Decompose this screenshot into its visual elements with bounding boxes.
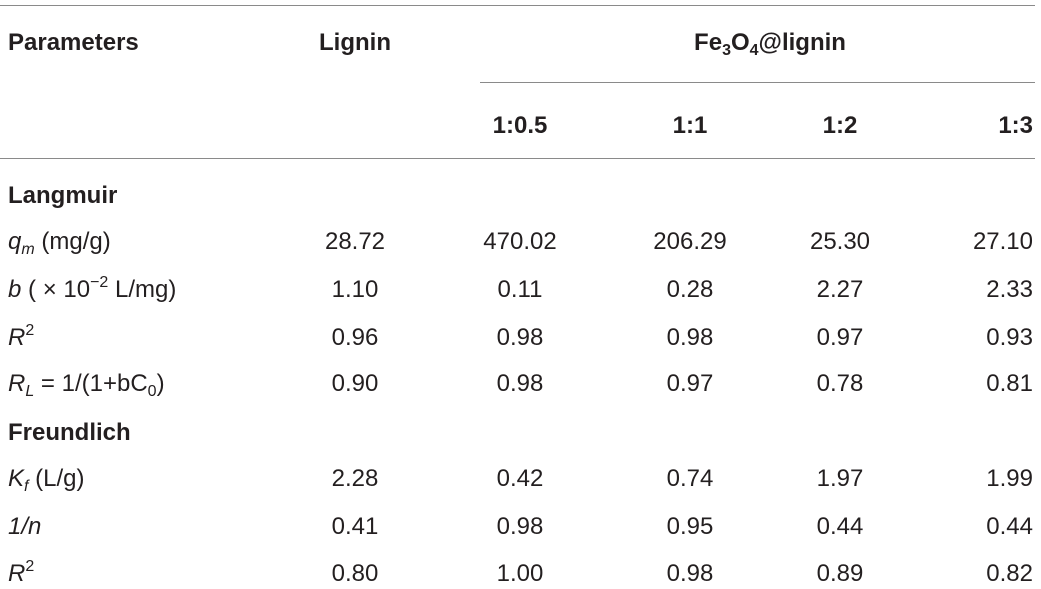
table-cell: 0.78 bbox=[816, 370, 864, 397]
table-cell: 0.44 bbox=[986, 513, 1033, 540]
superscript: 2 bbox=[25, 322, 35, 339]
table-row: R2 0.96 0.98 0.98 0.97 0.93 bbox=[0, 314, 1041, 361]
text: O bbox=[730, 29, 750, 56]
table-cell: 0.11 bbox=[497, 276, 543, 303]
table-cell: 0.90 bbox=[331, 370, 379, 397]
table-cell: 0.81 bbox=[986, 370, 1033, 397]
superscript: 2 bbox=[25, 558, 35, 575]
row-label: Kf (L/g) bbox=[8, 455, 84, 502]
subscript: 4 bbox=[749, 42, 759, 59]
row-label: R2 bbox=[8, 550, 34, 589]
table-cell: 0.97 bbox=[666, 370, 714, 397]
table-row: RL = 1/(1+bC0) 0.90 0.98 0.97 0.78 0.81 bbox=[0, 360, 1041, 407]
table-cell: 2.27 bbox=[816, 276, 864, 303]
text: @lignin bbox=[758, 29, 846, 56]
text: R bbox=[8, 370, 26, 397]
section-row: Langmuir bbox=[0, 172, 1041, 219]
subscript: 0 bbox=[147, 383, 157, 400]
section-row: Freundlich bbox=[0, 409, 1041, 456]
table-cell: 0.98 bbox=[496, 324, 544, 351]
top-rule bbox=[0, 5, 1035, 6]
table-cell: 25.30 bbox=[809, 228, 871, 255]
table-cell: 206.29 bbox=[653, 228, 727, 255]
table-cell: 0.89 bbox=[816, 560, 864, 587]
table-cell: 0.98 bbox=[496, 513, 544, 540]
text: (mg/g) bbox=[34, 228, 111, 255]
table-cell: 0.82 bbox=[986, 560, 1033, 587]
table-cell: 1.10 bbox=[331, 276, 379, 303]
text: q bbox=[8, 228, 22, 255]
table-cell: 1:2 bbox=[822, 112, 858, 139]
table-cell: 0.42 bbox=[496, 465, 544, 492]
header-row: Parameters Lignin Fe3O4@lignin bbox=[0, 19, 1041, 66]
section-title: Freundlich bbox=[8, 419, 131, 446]
text: L/mg) bbox=[108, 276, 177, 303]
table-row: 1/n 0.41 0.98 0.95 0.44 0.44 bbox=[0, 503, 1041, 550]
row-label: b ( × 10−2 L/mg) bbox=[8, 266, 176, 313]
row-label: R2 bbox=[8, 314, 34, 361]
table-row: b ( × 10−2 L/mg) 1.10 0.11 0.28 2.27 2.33 bbox=[0, 266, 1041, 313]
section-title: Langmuir bbox=[8, 182, 118, 209]
table-cell: 0.44 bbox=[816, 513, 864, 540]
table-cell: 0.41 bbox=[331, 513, 379, 540]
table-cell: 0.96 bbox=[331, 324, 379, 351]
table-cell: 27.10 bbox=[972, 228, 1033, 255]
text: = 1/(1+bC bbox=[34, 370, 148, 397]
row-label: 1/n bbox=[8, 503, 41, 550]
table-cell: 2.28 bbox=[331, 465, 379, 492]
header-cell: Lignin bbox=[319, 29, 391, 56]
table-row: R2 0.80 1.00 0.98 0.89 0.82 bbox=[0, 550, 1041, 589]
row-label: qm (mg/g) bbox=[8, 218, 111, 265]
table-row: qm (mg/g) 28.72 470.02 206.29 25.30 27.10 bbox=[0, 218, 1041, 265]
table-cell: 0.95 bbox=[666, 513, 714, 540]
text: R bbox=[8, 324, 26, 351]
text: f bbox=[24, 478, 29, 495]
table-cell: 28.72 bbox=[324, 228, 386, 255]
subscript: f bbox=[24, 478, 28, 495]
table-cell: 0.80 bbox=[331, 560, 379, 587]
table-cell: 2.33 bbox=[986, 276, 1033, 303]
header-rule bbox=[0, 158, 1035, 159]
subscript: 3 bbox=[722, 42, 731, 59]
table-cell: 1.00 bbox=[496, 560, 544, 587]
text: 1/n bbox=[8, 513, 42, 540]
text: m bbox=[21, 241, 35, 258]
row-label: RL = 1/(1+bC0) bbox=[8, 360, 165, 407]
text: ) bbox=[156, 370, 165, 397]
table-cell: 0.98 bbox=[666, 324, 714, 351]
text: b bbox=[8, 276, 22, 303]
table-cell: 0.98 bbox=[496, 370, 544, 397]
table-cell: 1:3 bbox=[998, 112, 1033, 139]
text: L bbox=[25, 383, 35, 400]
text: K bbox=[8, 465, 25, 492]
table-cell: 0.98 bbox=[666, 560, 714, 587]
header-cell: Parameters bbox=[8, 29, 139, 56]
subheader-row: 1:0.5 1:1 1:2 1:3 bbox=[0, 102, 1041, 149]
text: Fe bbox=[694, 29, 723, 56]
table-cell: 1:0.5 bbox=[492, 112, 548, 139]
table-cell: 1.97 bbox=[816, 465, 864, 492]
text: R bbox=[8, 560, 26, 587]
table-cell: 470.02 bbox=[483, 228, 557, 255]
text: (L/g) bbox=[28, 465, 85, 492]
table-cell: 0.74 bbox=[666, 465, 714, 492]
table-cell: 0.97 bbox=[816, 324, 864, 351]
header-cell: Fe3O4@lignin bbox=[560, 19, 980, 66]
subscript: m bbox=[21, 241, 34, 258]
subscript: L bbox=[25, 383, 34, 400]
table-cell: 0.93 bbox=[986, 324, 1033, 351]
table-cell: 1.99 bbox=[986, 465, 1033, 492]
group-rule bbox=[480, 82, 1035, 83]
table-row: Kf (L/g) 2.28 0.42 0.74 1.97 1.99 bbox=[0, 455, 1041, 502]
text: ( × 10 bbox=[21, 276, 91, 303]
superscript: −2 bbox=[90, 274, 109, 291]
table-cell: 0.28 bbox=[666, 276, 714, 303]
table-cell: 1:1 bbox=[672, 112, 708, 139]
